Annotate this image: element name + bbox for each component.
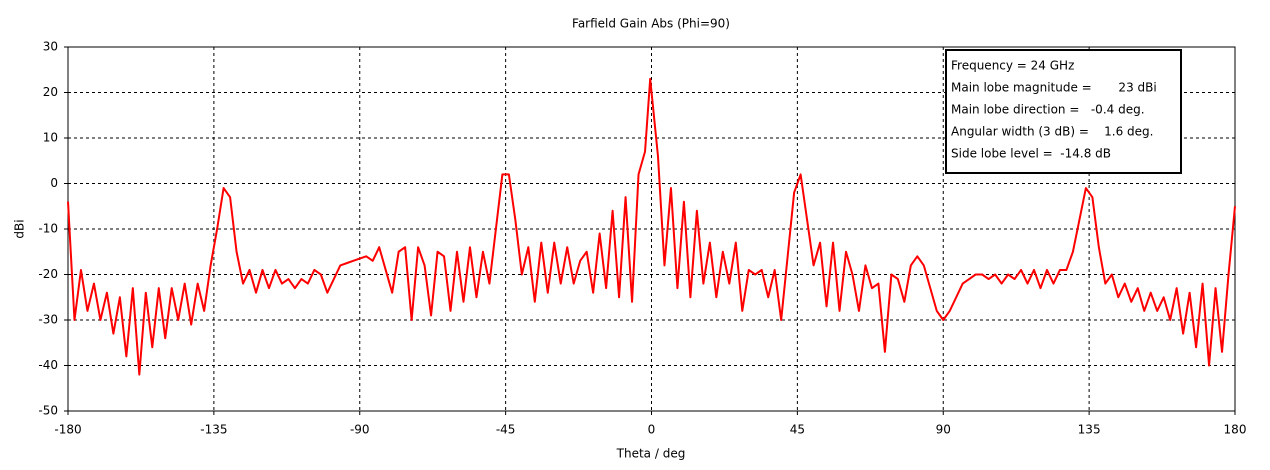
y-tick-label: 20 — [43, 85, 58, 99]
y-tick-label: -10 — [38, 222, 58, 236]
x-tick-label: -90 — [350, 423, 370, 437]
y-tick-label: -20 — [38, 267, 58, 281]
x-tick-label: -45 — [496, 423, 516, 437]
x-tick-label: 135 — [1078, 423, 1101, 437]
chart-title: Farfield Gain Abs (Phi=90) — [572, 17, 730, 31]
x-tick-label: -180 — [54, 423, 81, 437]
annotation-line: Frequency = 24 GHz — [951, 59, 1074, 73]
x-tick-label: 90 — [936, 423, 951, 437]
annotation-line: Angular width (3 dB) = 1.6 deg. — [951, 125, 1153, 139]
annotation-line: Main lobe direction = -0.4 deg. — [951, 103, 1145, 117]
y-axis-label: dBi — [13, 219, 27, 238]
y-tick-label: -40 — [38, 358, 58, 372]
x-tick-label: 180 — [1224, 423, 1247, 437]
plot-frame — [67, 46, 1236, 412]
y-tick-label: -50 — [38, 404, 58, 418]
annotation-line: Main lobe magnitude = 23 dBi — [951, 81, 1157, 95]
annotation-line: Side lobe level = -14.8 dB — [951, 147, 1111, 161]
y-tick-label: -30 — [38, 313, 58, 327]
annotation-box — [945, 49, 1182, 174]
y-tick-label: 10 — [43, 131, 58, 145]
x-tick-label: 0 — [648, 423, 656, 437]
x-tick-label: 45 — [790, 423, 805, 437]
y-tick-label: 0 — [50, 176, 58, 190]
line-series — [67, 77, 1236, 376]
x-axis-label: Theta / deg — [616, 447, 686, 461]
x-tick-label: -135 — [200, 423, 227, 437]
y-tick-label: 30 — [43, 40, 58, 54]
